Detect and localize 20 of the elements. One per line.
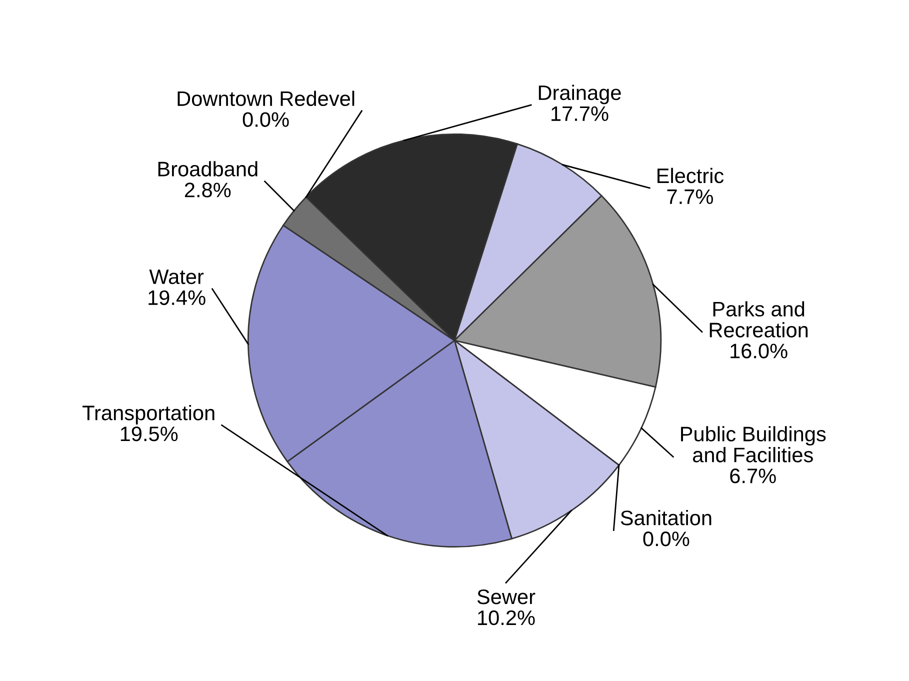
data-label: 2.8% — [184, 182, 231, 198]
slice-label: Transportation — [82, 405, 214, 424]
slice-label: Parks and Recreation — [710, 301, 808, 338]
data-label: 7.7% — [667, 189, 713, 204]
slice-label: Electric — [658, 168, 724, 184]
data-label: 17.7% — [552, 106, 608, 121]
slice-label: Broadband — [158, 161, 258, 176]
data-label: 19.4% — [148, 290, 206, 306]
data-label: 10.2% — [478, 610, 535, 626]
data-label: 19.5% — [120, 426, 178, 442]
slice-label: Sewer — [477, 589, 536, 604]
text: 0.0% — [242, 112, 289, 127]
data-label: 6.7% — [730, 468, 776, 484]
category-label: Sanitation — [620, 510, 712, 526]
slice-label: Water — [149, 270, 204, 284]
slice-label: Public Buildings and Facilities — [681, 426, 826, 462]
text: 0.0% — [643, 532, 690, 546]
data-label: 16.0% — [730, 344, 788, 358]
slice-label: Drainage — [538, 84, 621, 104]
category-label: Downtown Redevel — [178, 90, 354, 106]
